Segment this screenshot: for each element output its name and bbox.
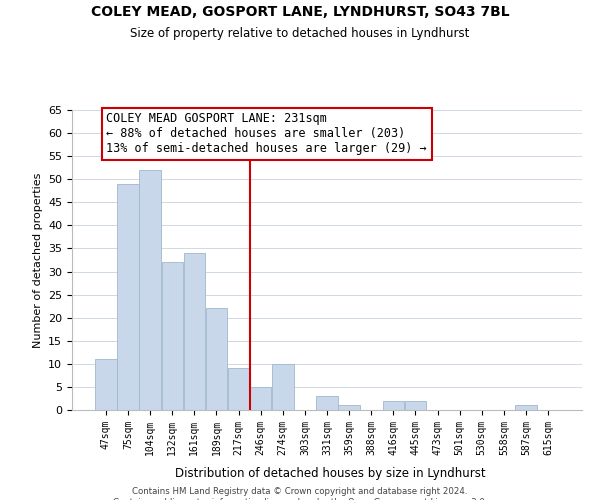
Bar — [206, 308, 227, 410]
Text: COLEY MEAD, GOSPORT LANE, LYNDHURST, SO43 7BL: COLEY MEAD, GOSPORT LANE, LYNDHURST, SO4… — [91, 5, 509, 19]
Text: Size of property relative to detached houses in Lyndhurst: Size of property relative to detached ho… — [130, 28, 470, 40]
Bar — [338, 406, 360, 410]
Bar — [117, 184, 139, 410]
Bar — [316, 396, 338, 410]
Bar — [383, 401, 404, 410]
Bar — [161, 262, 183, 410]
Text: Distribution of detached houses by size in Lyndhurst: Distribution of detached houses by size … — [175, 467, 485, 480]
Bar — [272, 364, 293, 410]
Text: Contains HM Land Registry data © Crown copyright and database right 2024.
Contai: Contains HM Land Registry data © Crown c… — [113, 488, 487, 500]
Bar — [228, 368, 249, 410]
Bar — [515, 406, 537, 410]
Bar — [139, 170, 161, 410]
Bar — [184, 253, 205, 410]
Y-axis label: Number of detached properties: Number of detached properties — [32, 172, 43, 348]
Bar — [250, 387, 271, 410]
Bar — [405, 401, 426, 410]
Text: COLEY MEAD GOSPORT LANE: 231sqm
← 88% of detached houses are smaller (203)
13% o: COLEY MEAD GOSPORT LANE: 231sqm ← 88% of… — [106, 112, 427, 156]
Bar — [95, 359, 116, 410]
